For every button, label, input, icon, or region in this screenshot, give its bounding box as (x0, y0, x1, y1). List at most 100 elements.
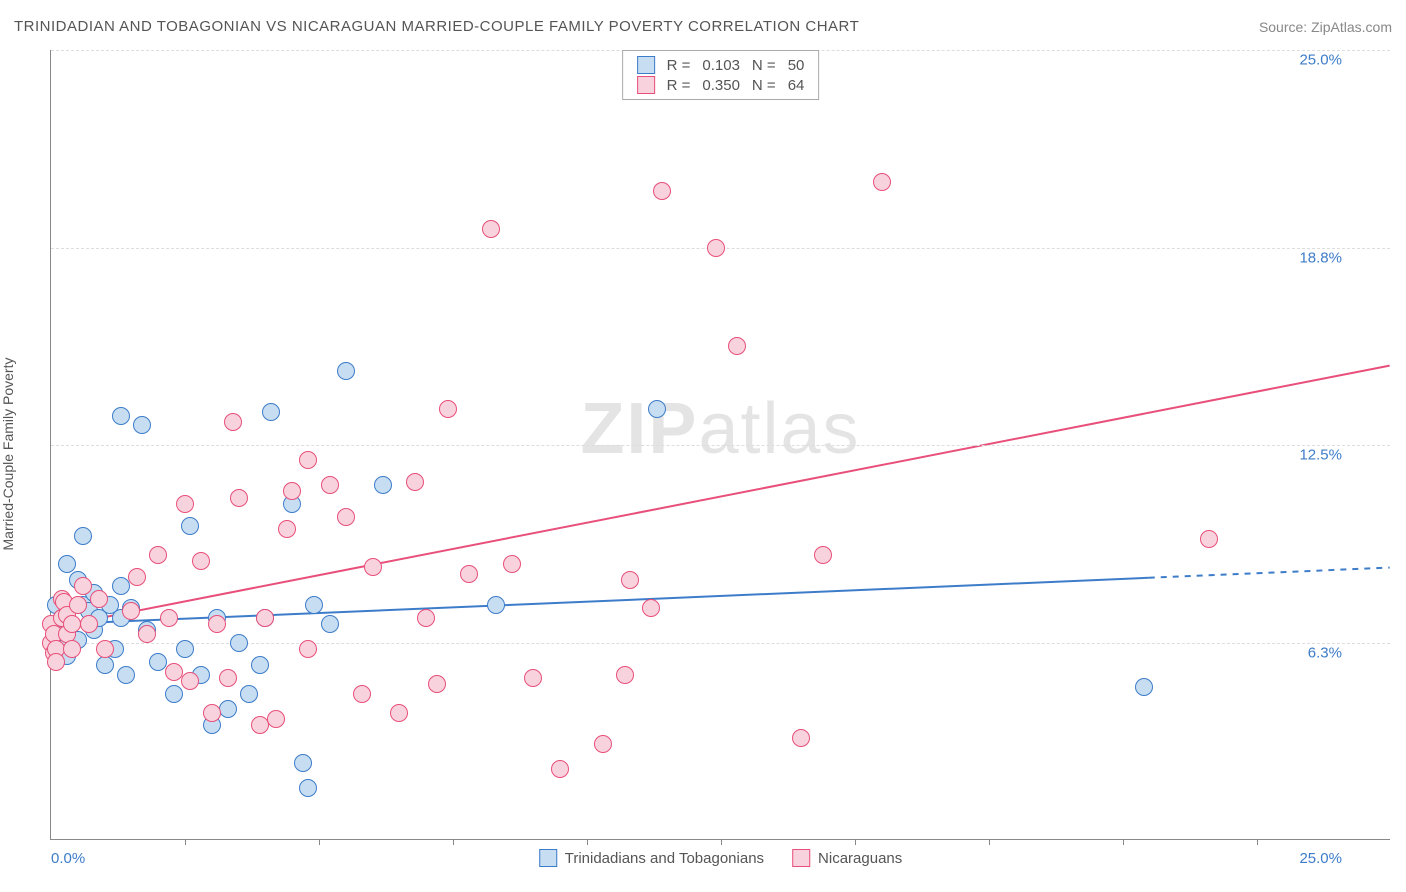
data-point (112, 407, 130, 425)
data-point (390, 704, 408, 722)
data-point (299, 640, 317, 658)
data-point (337, 362, 355, 380)
data-point (428, 675, 446, 693)
data-point (551, 760, 569, 778)
legend-item: Trinidadians and Tobagonians (539, 849, 764, 867)
data-point (149, 653, 167, 671)
chart-title: TRINIDADIAN AND TOBAGONIAN VS NICARAGUAN… (14, 18, 859, 35)
x-axis-max-label: 25.0% (1299, 850, 1342, 867)
data-point (219, 669, 237, 687)
data-point (58, 555, 76, 573)
data-point (138, 625, 156, 643)
data-point (165, 685, 183, 703)
data-point (74, 527, 92, 545)
data-point (524, 669, 542, 687)
data-point (117, 666, 135, 684)
data-point (321, 476, 339, 494)
data-point (149, 546, 167, 564)
data-point (353, 685, 371, 703)
data-point (873, 173, 891, 191)
data-point (208, 615, 226, 633)
data-point (648, 400, 666, 418)
chart-plot-area: ZIPatlas R =0.103N =50R =0.350N =64 0.0%… (50, 50, 1390, 840)
data-point (299, 451, 317, 469)
data-point (814, 546, 832, 564)
data-point (482, 220, 500, 238)
x-axis-min-label: 0.0% (51, 850, 85, 867)
data-point (80, 615, 98, 633)
data-point (63, 640, 81, 658)
x-tick (185, 839, 186, 845)
data-point (90, 590, 108, 608)
data-point (321, 615, 339, 633)
data-point (160, 609, 178, 627)
y-tick-label: 12.5% (1299, 447, 1342, 464)
data-point (128, 568, 146, 586)
data-point (621, 571, 639, 589)
data-point (374, 476, 392, 494)
data-point (439, 400, 457, 418)
data-point (262, 403, 280, 421)
data-point (503, 555, 521, 573)
data-point (283, 482, 301, 500)
data-point (251, 656, 269, 674)
x-tick (721, 839, 722, 845)
x-tick (587, 839, 588, 845)
data-point (230, 489, 248, 507)
data-point (417, 609, 435, 627)
data-point (594, 735, 612, 753)
y-tick-label: 6.3% (1308, 644, 1342, 661)
data-point (69, 596, 87, 614)
data-point (460, 565, 478, 583)
x-tick (1123, 839, 1124, 845)
data-point (616, 666, 634, 684)
data-point (176, 640, 194, 658)
x-tick (855, 839, 856, 845)
legend-bottom: Trinidadians and Tobagonians Nicaraguans (539, 849, 903, 867)
legend-item: Nicaraguans (792, 849, 902, 867)
data-point (364, 558, 382, 576)
data-point (219, 700, 237, 718)
data-point (299, 779, 317, 797)
data-point (487, 596, 505, 614)
data-point (240, 685, 258, 703)
gridline (51, 445, 1390, 446)
data-point (294, 754, 312, 772)
y-tick-label: 25.0% (1299, 52, 1342, 69)
data-point (96, 640, 114, 658)
data-point (165, 663, 183, 681)
data-point (707, 239, 725, 257)
data-point (642, 599, 660, 617)
data-point (256, 609, 274, 627)
gridline (51, 643, 1390, 644)
x-tick (1257, 839, 1258, 845)
x-tick (453, 839, 454, 845)
watermark: ZIPatlas (580, 388, 860, 470)
data-point (96, 656, 114, 674)
data-point (133, 416, 151, 434)
data-point (653, 182, 671, 200)
data-point (181, 517, 199, 535)
data-point (278, 520, 296, 538)
data-point (203, 704, 221, 722)
data-point (406, 473, 424, 491)
data-point (192, 552, 210, 570)
data-point (47, 653, 65, 671)
data-point (74, 577, 92, 595)
data-point (728, 337, 746, 355)
data-point (224, 413, 242, 431)
y-tick-label: 18.8% (1299, 249, 1342, 266)
data-point (181, 672, 199, 690)
x-tick (989, 839, 990, 845)
data-point (176, 495, 194, 513)
y-axis-label: Married-Couple Family Poverty (0, 358, 16, 551)
data-point (267, 710, 285, 728)
data-point (792, 729, 810, 747)
data-point (337, 508, 355, 526)
data-point (1135, 678, 1153, 696)
data-point (1200, 530, 1218, 548)
data-point (305, 596, 323, 614)
source-label: Source: ZipAtlas.com (1259, 19, 1392, 35)
data-point (112, 577, 130, 595)
x-tick (319, 839, 320, 845)
